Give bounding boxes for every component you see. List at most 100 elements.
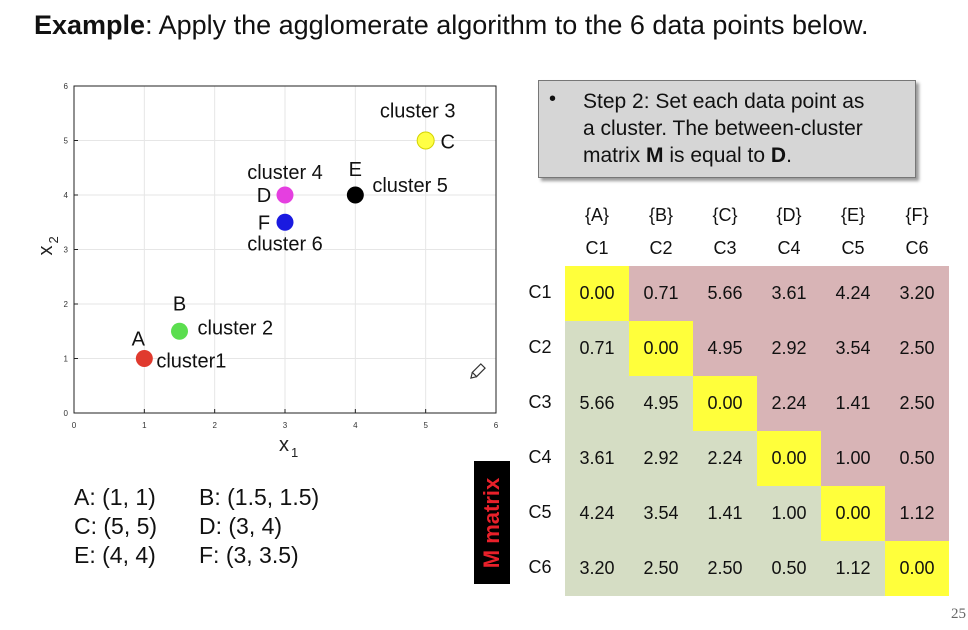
matrix-cell-r3-c6: 2.50 (885, 376, 949, 431)
matrix-cell-r2-c6: 2.50 (885, 321, 949, 376)
matrix-cell-r1-c5: 4.24 (821, 266, 885, 321)
matrix-cell-r2-c2: 0.00 (629, 321, 693, 376)
matrix-cell-r6-c4: 0.50 (757, 541, 821, 596)
cluster-label-c: cluster 3 (380, 101, 456, 123)
m-matrix-label-text: M matrix (479, 477, 504, 568)
coord-e: E: (4, 4) (74, 542, 156, 568)
matrix-cell-r1-c2: 0.71 (629, 266, 693, 321)
data-point-c (416, 131, 435, 150)
bullet: • (549, 88, 557, 110)
data-point-a (135, 350, 153, 367)
point-label-a: A (132, 329, 146, 351)
matrix-cell-r2-c5: 3.54 (821, 321, 885, 376)
matrix-cell-r3-c1: 5.66 (565, 376, 629, 431)
y-axis-label: x (35, 246, 57, 256)
matrix-cell-r3-c5: 1.41 (821, 376, 885, 431)
matrix-cell-r2-c3: 4.95 (693, 321, 757, 376)
data-point-b (171, 322, 188, 340)
x-axis-label-sub: 1 (291, 445, 298, 460)
step-line-3-m: M (646, 144, 664, 167)
matrix-cell-r3-c2: 4.95 (629, 376, 693, 431)
pencil-icon (470, 363, 486, 379)
matrix-cell-r6-c1: 3.20 (565, 541, 629, 596)
x-tick-label: 4 (353, 421, 358, 430)
cluster-label-d: cluster 4 (247, 162, 323, 184)
coord-f: F: (3, 3.5) (199, 542, 299, 568)
coord-b: B: (1.5, 1.5) (199, 484, 320, 510)
matrix-cell-r1-c6: 3.20 (885, 266, 949, 321)
row-name-2: C2 (528, 337, 552, 357)
slide-title: Example: Apply the agglomerate algorithm… (34, 10, 869, 41)
matrix-cell-r1-c1: 0.00 (565, 266, 629, 321)
matrix-cell-r5-c6: 1.12 (885, 486, 949, 541)
step-line-3: matrix M is equal to D. (583, 142, 864, 169)
plot-border (73, 85, 497, 414)
coord-a: A: (1, 1) (74, 484, 156, 510)
col-name-5: C5 (841, 238, 865, 258)
y-tick-label: 2 (64, 300, 69, 309)
matrix-cell-r3-c4: 2.24 (757, 376, 821, 431)
data-point-d (276, 186, 294, 204)
x-tick-label: 2 (212, 421, 217, 430)
row-name-1: C1 (528, 282, 552, 302)
point-coordinates: A: (1, 1) B: (1.5, 1.5) C: (5, 5) D: (3, 4… (74, 483, 319, 570)
x-axis-label: x (279, 434, 289, 456)
col-name-1: C1 (585, 238, 609, 258)
cluster-label-e: cluster 5 (372, 175, 448, 197)
matrix-cell-r6-c3: 2.50 (693, 541, 757, 596)
matrix-cell-r4-c3: 2.24 (693, 431, 757, 486)
matrix-cell-r6-c5: 1.12 (821, 541, 885, 596)
data-point-f (276, 213, 294, 231)
step-line-1: Step 2: Set each data point as (583, 90, 865, 113)
matrix-cell-r4-c1: 3.61 (565, 431, 629, 486)
coord-d: D: (3, 4) (199, 513, 283, 539)
row-name-3: C3 (528, 392, 552, 412)
title-rest: : Apply the agglomerate algorithm to the… (145, 10, 869, 40)
point-label-b: B (173, 293, 186, 315)
title-bold: Example (34, 10, 146, 40)
x-tick-label: 6 (494, 421, 499, 430)
step-text: Step 2: Set each data point as a cluster… (583, 88, 864, 169)
col-set-3: {C} (712, 205, 738, 225)
matrix-cell-r5-c1: 4.24 (565, 486, 629, 541)
matrix-cell-r6-c6: 0.00 (885, 541, 949, 596)
point-label-f: F (258, 212, 270, 234)
col-set-4: {D} (776, 205, 802, 225)
step-line-3-pre: matrix (583, 144, 646, 167)
y-axis-label-sub: 2 (46, 236, 61, 243)
matrix-cell-r3-c3: 0.00 (693, 376, 757, 431)
col-set-2: {B} (648, 205, 674, 225)
matrix-cell-r5-c4: 1.00 (757, 486, 821, 541)
matrix-cell-r5-c5: 0.00 (821, 486, 885, 541)
y-tick-label: 4 (64, 191, 69, 200)
row-name-6: C6 (528, 557, 552, 577)
col-set-6: {F} (905, 205, 929, 225)
y-tick-label: 1 (64, 355, 69, 364)
step-callout-box: • Step 2: Set each data point as a clust… (538, 80, 916, 178)
col-set-5: {E} (840, 205, 866, 225)
x-tick-label: 0 (72, 421, 77, 430)
col-name-2: C2 (649, 238, 673, 258)
matrix-cell-r5-c2: 3.54 (629, 486, 693, 541)
matrix-cell-r4-c2: 2.92 (629, 431, 693, 486)
y-tick-label: 0 (64, 409, 69, 418)
x-tick-label: 1 (142, 421, 147, 430)
y-tick-label: 3 (64, 246, 69, 255)
matrix-cell-r4-c6: 0.50 (885, 431, 949, 486)
col-name-6: C6 (905, 238, 929, 258)
matrix-cell-r5-c3: 1.41 (693, 486, 757, 541)
matrix-cell-r6-c2: 2.50 (629, 541, 693, 596)
cluster-label-b: cluster 2 (198, 317, 274, 339)
matrix-cell-r2-c1: 0.71 (565, 321, 629, 376)
col-set-1: {A} (584, 205, 610, 225)
matrix-cell-r1-c3: 5.66 (693, 266, 757, 321)
col-name-4: C4 (777, 238, 801, 258)
step-line-3-mid: is equal to (663, 144, 771, 167)
row-name-4: C4 (528, 447, 552, 467)
y-axis-label-group: x2 (35, 236, 61, 255)
y-tick-label: 5 (64, 137, 69, 146)
x-tick-label: 5 (423, 421, 428, 430)
y-tick-label: 6 (64, 82, 69, 91)
matrix-cell-r2-c4: 2.92 (757, 321, 821, 376)
step-line-3-d: D (770, 144, 787, 167)
